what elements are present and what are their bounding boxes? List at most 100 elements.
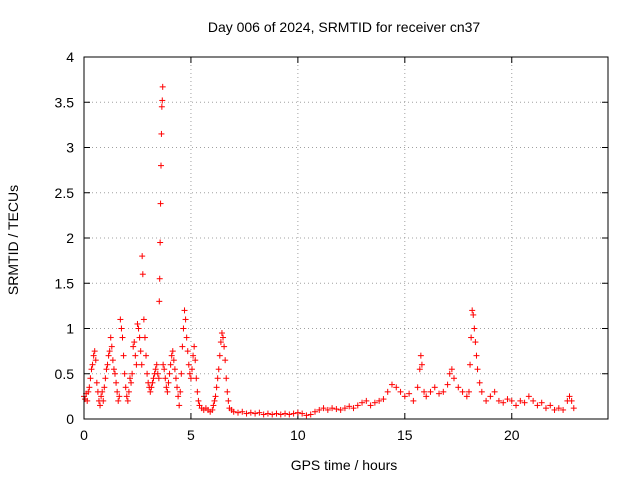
data-point xyxy=(125,388,132,395)
data-point xyxy=(260,411,267,418)
data-point xyxy=(337,406,344,413)
data-point xyxy=(156,298,163,305)
data-point xyxy=(118,325,125,332)
data-point xyxy=(171,366,178,373)
data-point xyxy=(290,410,297,417)
data-point xyxy=(256,409,263,416)
data-point xyxy=(161,366,168,373)
data-point xyxy=(223,375,230,382)
data-point xyxy=(234,409,241,416)
data-point xyxy=(277,411,284,418)
data-point xyxy=(177,388,184,395)
x-tick-label: 0 xyxy=(80,427,88,443)
data-point xyxy=(211,397,218,404)
data-point xyxy=(122,384,129,391)
data-point xyxy=(359,399,366,406)
data-point xyxy=(324,406,331,413)
y-axis-label: SRMTID / TECUs xyxy=(5,185,21,295)
data-point xyxy=(117,316,124,323)
data-point xyxy=(416,366,423,373)
data-point xyxy=(446,370,453,377)
data-point xyxy=(542,405,549,412)
y-tick-labels: 0 0.5 1 1.5 2 2.5 3 3.5 4 xyxy=(55,49,75,427)
data-point xyxy=(367,402,374,409)
data-point xyxy=(243,410,250,417)
data-point xyxy=(163,384,170,391)
data-point xyxy=(140,316,147,323)
data-point xyxy=(158,103,165,110)
data-point xyxy=(169,348,176,355)
data-point xyxy=(116,393,123,400)
data-point xyxy=(478,388,485,395)
data-point xyxy=(88,366,95,373)
y-tick-label: 1 xyxy=(66,321,74,337)
data-point xyxy=(307,411,314,418)
data-point xyxy=(138,361,145,368)
data-point xyxy=(222,357,229,364)
data-point xyxy=(109,357,116,364)
data-point xyxy=(487,393,494,400)
data-point xyxy=(85,388,92,395)
data-point xyxy=(218,330,225,337)
data-point xyxy=(86,384,93,391)
data-point xyxy=(155,375,162,382)
data-point xyxy=(436,390,443,397)
data-point xyxy=(354,402,361,409)
data-point xyxy=(414,384,421,391)
data-point xyxy=(551,406,558,413)
data-point xyxy=(451,375,458,382)
data-point xyxy=(467,361,474,368)
chart-title: Day 006 of 2024, SRMTID for receiver cn3… xyxy=(208,19,481,35)
data-point xyxy=(221,343,228,350)
data-point xyxy=(123,393,130,400)
data-point xyxy=(121,370,128,377)
data-point xyxy=(131,339,138,346)
data-point xyxy=(530,397,537,404)
data-point xyxy=(508,397,515,404)
y-tick-label: 2.5 xyxy=(55,185,75,201)
data-point xyxy=(167,361,174,368)
data-point xyxy=(102,375,109,382)
data-point xyxy=(495,397,502,404)
data-point xyxy=(183,334,190,341)
y-tick-label: 3.5 xyxy=(55,94,75,110)
data-point xyxy=(500,399,507,406)
data-point xyxy=(570,405,577,412)
data-point xyxy=(119,334,126,341)
data-point xyxy=(472,339,479,346)
data-point xyxy=(130,343,137,350)
data-point xyxy=(186,370,193,377)
data-point xyxy=(101,384,108,391)
data-point xyxy=(191,343,198,350)
data-point xyxy=(103,366,110,373)
data-point xyxy=(316,406,323,413)
data-point xyxy=(473,352,480,359)
data-point xyxy=(264,410,271,417)
data-point xyxy=(423,393,430,400)
data-point xyxy=(470,311,477,318)
data-point xyxy=(273,410,280,417)
data-point xyxy=(215,366,222,373)
data-point xyxy=(350,405,357,412)
data-point xyxy=(97,402,104,409)
data-point xyxy=(157,200,164,207)
data-point xyxy=(371,399,378,406)
data-point xyxy=(164,388,171,395)
data-point xyxy=(380,396,387,403)
data-point xyxy=(157,162,164,169)
y-tick-label: 3 xyxy=(66,140,74,156)
data-point xyxy=(210,402,217,409)
data-point xyxy=(126,375,133,382)
data-point xyxy=(538,399,545,406)
data-point xyxy=(87,375,94,382)
data-point xyxy=(195,397,202,404)
data-point xyxy=(194,388,201,395)
data-point xyxy=(113,379,120,386)
data-point xyxy=(468,334,475,341)
data-point xyxy=(459,388,466,395)
data-point xyxy=(179,343,186,350)
data-point xyxy=(448,366,455,373)
data-point xyxy=(469,307,476,314)
data-point xyxy=(92,357,99,364)
